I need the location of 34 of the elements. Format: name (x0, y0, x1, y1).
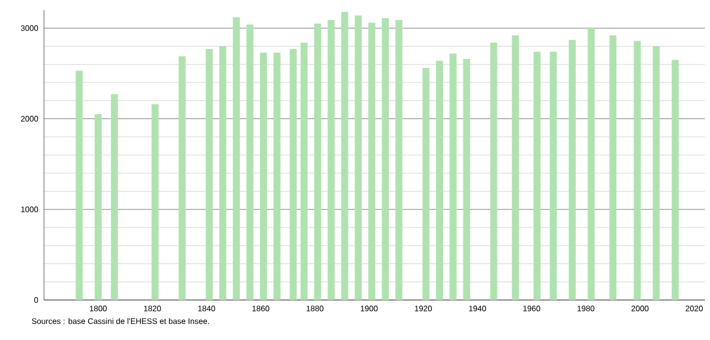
bar (368, 22, 376, 300)
bar (290, 48, 297, 300)
bar (395, 20, 402, 300)
bar (178, 56, 186, 300)
bar (463, 58, 470, 300)
bar (206, 48, 213, 300)
bar (512, 35, 519, 300)
bar (300, 42, 308, 300)
bar (422, 68, 430, 300)
bar (652, 46, 660, 300)
bar (152, 104, 159, 300)
bar (219, 46, 226, 300)
bar (354, 15, 362, 300)
bar (450, 54, 457, 300)
bar (490, 42, 498, 300)
bar (246, 24, 254, 300)
bar (382, 18, 389, 300)
bar (634, 40, 641, 300)
bar (341, 12, 348, 300)
bar (232, 17, 240, 300)
bar (314, 24, 322, 300)
bar (273, 52, 280, 300)
bar (260, 52, 267, 300)
bar (550, 52, 557, 300)
bar (110, 94, 118, 300)
bar (588, 27, 595, 300)
bar (568, 40, 576, 300)
bar (672, 60, 679, 300)
bar (76, 70, 83, 300)
bar (436, 60, 444, 300)
bar (328, 20, 335, 300)
bar (609, 35, 616, 300)
bar (94, 114, 102, 300)
bar (534, 52, 541, 300)
